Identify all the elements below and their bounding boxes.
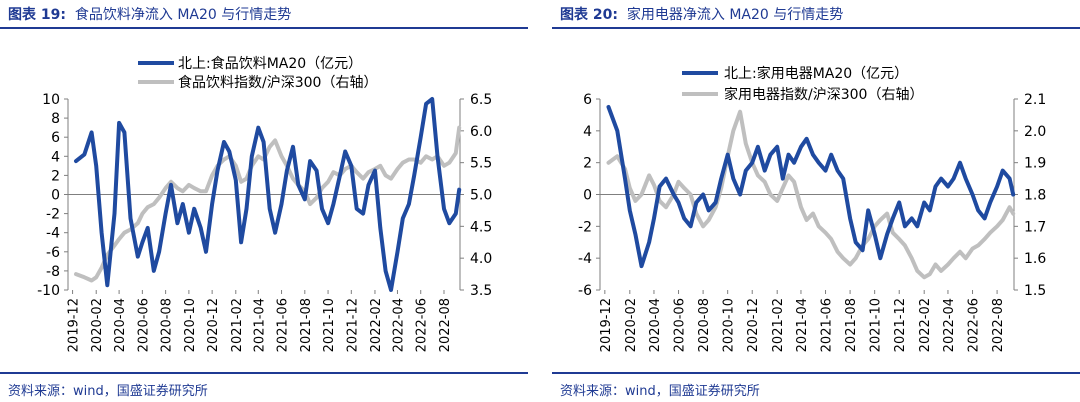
title-rule <box>0 27 528 29</box>
index-series-line <box>606 109 1016 280</box>
right-y-tick-label: 1.9 <box>1024 156 1046 172</box>
x-tick-label: 2021-04 <box>795 298 810 352</box>
flow-series-line <box>74 97 462 292</box>
index-series-line <box>74 125 462 283</box>
right-y-tick-label: 5.5 <box>470 156 492 172</box>
title-rule <box>552 27 1080 29</box>
left-y-tick-label: 10 <box>42 92 60 108</box>
left-y-tick-label: -4 <box>46 226 60 242</box>
flow-series-line <box>606 105 1016 269</box>
chart-panel-20: 图表 20: 家用电器净流入 MA20 与行情走势 6 4 2 0 -2 -4 -6 2.1 2… <box>552 0 1080 402</box>
chart-title: 图表 20: 家用电器净流入 MA20 与行情走势 <box>560 4 843 24</box>
chart-panel-19: 图表 19: 食品饮料净流入 MA20 与行情走势 10 8 6 4 2 0 -2 -4 -6 -… <box>0 0 528 402</box>
x-tick-label: 2022-04 <box>942 298 957 352</box>
right-y-tick-label: 1.8 <box>1024 188 1046 204</box>
left-y-tick-label: -2 <box>578 219 592 235</box>
x-tick-label: 2022-06 <box>967 298 982 352</box>
x-tick-label: 2020-08 <box>160 298 175 352</box>
left-y-tick-label: -8 <box>46 264 60 280</box>
chart-svg: 10 8 6 4 2 0 -2 -4 -6 -8 -10 6.5 6.0 5.5 5.0 4.5 4.0 3.5 2… <box>37 55 492 352</box>
x-tick-label: 2022-02 <box>918 298 933 352</box>
x-tick-label: 2021-06 <box>820 298 835 352</box>
x-tick-label: 2020-10 <box>722 298 737 352</box>
left-y-tick-label: 4 <box>51 149 60 165</box>
right-y-tick-label: 2.1 <box>1024 92 1046 108</box>
x-tick-label: 2022-04 <box>391 298 406 352</box>
x-tick-label: 2019-12 <box>599 298 614 352</box>
source-note: 资料来源：wind，国盛证券研究所 <box>8 384 208 399</box>
x-tick-label: 2022-08 <box>438 298 453 352</box>
x-tick-label: 2021-12 <box>893 298 908 352</box>
left-y-tick-label: 8 <box>51 111 60 127</box>
x-tick-label: 2019-12 <box>67 298 82 352</box>
source-rule <box>552 372 1080 374</box>
left-y-tick-label: 6 <box>583 92 592 108</box>
x-tick-label: 2021-04 <box>252 298 267 352</box>
x-tick-label: 2020-02 <box>90 298 105 352</box>
chart-title: 图表 19: 食品饮料净流入 MA20 与行情走势 <box>8 4 291 24</box>
left-y-tick-label: 0 <box>51 188 60 204</box>
x-tick-label: 2020-06 <box>136 298 151 352</box>
chart-title-text: 家用电器净流入 MA20 与行情走势 <box>626 7 844 23</box>
right-y-tick-label: 6.5 <box>470 92 492 108</box>
chart-svg: 6 4 2 0 -2 -4 -6 2.1 2.0 1.9 1.8 1.7 1.6 1.5 2019-12 20… <box>578 65 1046 352</box>
x-tick-label: 2022-06 <box>415 298 430 352</box>
x-tick-label: 2020-02 <box>624 298 639 352</box>
x-tick-label: 2020-08 <box>697 298 712 352</box>
chart-title-label: 图表 20: <box>560 7 618 23</box>
x-tick-label: 2020-12 <box>206 298 221 352</box>
x-tick-label: 2020-12 <box>746 298 761 352</box>
x-tick-label: 2021-10 <box>322 298 337 352</box>
x-tick-label: 2020-04 <box>113 298 128 352</box>
left-y-tick-label: 2 <box>51 168 60 184</box>
left-y-tick-label: 2 <box>583 156 592 172</box>
x-tick-label: 2022-02 <box>369 298 384 352</box>
chart-title-text: 食品饮料净流入 MA20 与行情走势 <box>74 7 292 23</box>
right-y-tick-label: 2.0 <box>1024 124 1046 140</box>
left-y-tick-label: -6 <box>46 245 60 261</box>
legend-label: 北上:家用电器MA20（亿元） <box>724 65 908 82</box>
right-y-tick-label: 1.5 <box>1024 283 1046 299</box>
left-y-tick-label: -6 <box>578 283 592 299</box>
legend-label: 北上:食品饮料MA20（亿元） <box>178 55 362 72</box>
right-y-tick-label: 5.0 <box>470 188 492 204</box>
right-y-tick-label: 3.5 <box>470 283 492 299</box>
x-tick-label: 2020-10 <box>183 298 198 352</box>
left-y-tick-label: 4 <box>583 124 592 140</box>
x-tick-label: 2021-02 <box>230 298 245 352</box>
legend-label: 食品饮料指数/沪深300（右轴） <box>178 74 377 91</box>
x-tick-label: 2020-06 <box>673 298 688 352</box>
chart-title-label: 图表 19: <box>8 7 66 23</box>
left-y-tick-label: -10 <box>37 283 60 299</box>
source-note: 资料来源：wind，国盛证券研究所 <box>560 384 760 399</box>
x-tick-label: 2021-10 <box>869 298 884 352</box>
right-y-tick-label: 1.7 <box>1024 219 1046 235</box>
x-tick-label: 2021-08 <box>299 298 314 352</box>
left-y-tick-label: -2 <box>46 207 60 223</box>
x-tick-label: 2021-12 <box>345 298 360 352</box>
x-tick-label: 2020-04 <box>648 298 663 352</box>
x-tick-label: 2021-02 <box>771 298 786 352</box>
right-y-tick-label: 4.0 <box>470 251 492 267</box>
x-tick-label: 2022-08 <box>991 298 1006 352</box>
source-rule <box>0 372 528 374</box>
legend-label: 家用电器指数/沪深300（右轴） <box>724 86 923 103</box>
right-y-tick-label: 1.6 <box>1024 251 1046 267</box>
right-y-tick-label: 4.5 <box>470 219 492 235</box>
left-y-tick-label: 6 <box>51 130 60 146</box>
left-y-tick-label: -4 <box>578 251 592 267</box>
right-y-tick-label: 6.0 <box>470 124 492 140</box>
x-tick-label: 2021-08 <box>844 298 859 352</box>
x-tick-label: 2021-06 <box>276 298 291 352</box>
left-y-tick-label: 0 <box>583 188 592 204</box>
